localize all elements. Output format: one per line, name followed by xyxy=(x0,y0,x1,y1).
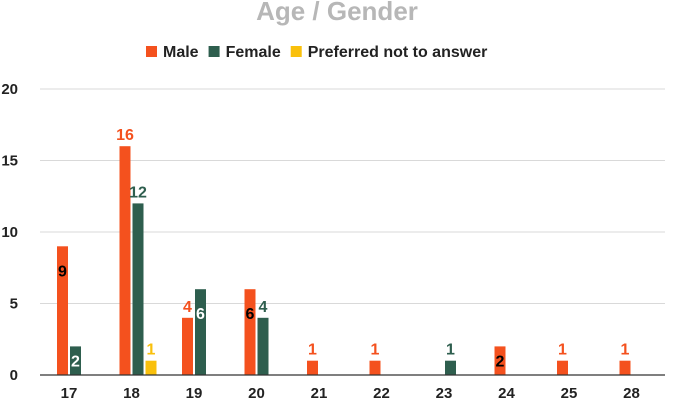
legend-swatch xyxy=(208,46,220,57)
legend-label: Preferred not to answer xyxy=(308,44,488,61)
x-tick-label: 18 xyxy=(123,385,140,401)
legend-swatch xyxy=(290,46,302,57)
data-label: 1 xyxy=(621,342,630,359)
data-label: 4 xyxy=(183,299,192,316)
x-tick-label: 22 xyxy=(373,385,390,401)
data-label: 2 xyxy=(496,354,505,371)
bar-male-17 xyxy=(57,246,68,375)
bar-preferred-not-to-answer-18 xyxy=(145,360,157,375)
chart-title: Age / Gender xyxy=(256,0,418,26)
bar-female-19 xyxy=(195,289,206,375)
bar-female-23 xyxy=(445,360,456,375)
data-label: 1 xyxy=(371,342,380,359)
bar-male-24 xyxy=(494,346,506,375)
bar-male-22 xyxy=(369,360,381,375)
bars xyxy=(57,146,631,375)
data-label: 1 xyxy=(308,342,317,359)
bar-male-18 xyxy=(119,146,131,375)
x-tick-label: 19 xyxy=(186,385,203,401)
bar-female-20 xyxy=(257,317,269,375)
legend-label: Male xyxy=(163,44,199,61)
bar-male-21 xyxy=(307,360,318,375)
bar-male-19 xyxy=(182,317,193,375)
y-tick-label: 5 xyxy=(10,296,18,313)
x-axis: 17 18 19 20 21 22 23 24 25 28 xyxy=(40,374,665,401)
x-tick-label: 25 xyxy=(561,385,578,401)
chart-legend: Male Female Preferred not to answer xyxy=(146,44,487,61)
data-label: 6 xyxy=(246,306,255,323)
legend-item-female: Female xyxy=(208,44,281,61)
data-label: 2 xyxy=(71,354,80,371)
data-label: 16 xyxy=(116,127,134,144)
data-label: 12 xyxy=(129,184,147,201)
legend-label: Female xyxy=(226,44,281,61)
data-label: 6 xyxy=(196,306,205,323)
data-label: 1 xyxy=(446,342,455,359)
x-tick-label: 24 xyxy=(498,385,515,401)
x-tick-label: 21 xyxy=(311,385,328,401)
data-label: 1 xyxy=(147,342,156,359)
y-axis: 0 5 10 15 20 xyxy=(1,81,18,384)
bar-male-20 xyxy=(244,289,256,375)
data-label: 4 xyxy=(259,299,268,316)
x-tick-label: 20 xyxy=(248,385,265,401)
bar-female-17 xyxy=(70,346,81,375)
x-tick-label: 17 xyxy=(61,385,78,401)
bar-male-25 xyxy=(557,360,568,375)
y-tick-label: 10 xyxy=(1,224,18,241)
data-label: 1 xyxy=(558,342,567,359)
bar-male-28 xyxy=(619,360,631,375)
data-label: 9 xyxy=(58,263,67,280)
bar-female-18 xyxy=(132,203,144,375)
gridlines xyxy=(40,88,665,304)
y-tick-label: 0 xyxy=(10,367,18,384)
legend-item-preferred-not-to-answer: Preferred not to answer xyxy=(290,44,488,61)
x-tick-label: 28 xyxy=(623,385,640,401)
y-tick-label: 15 xyxy=(1,153,18,170)
y-tick-label: 20 xyxy=(1,81,18,98)
x-tick-label: 23 xyxy=(436,385,453,401)
legend-item-male: Male xyxy=(146,44,199,61)
legend-swatch xyxy=(146,46,157,57)
